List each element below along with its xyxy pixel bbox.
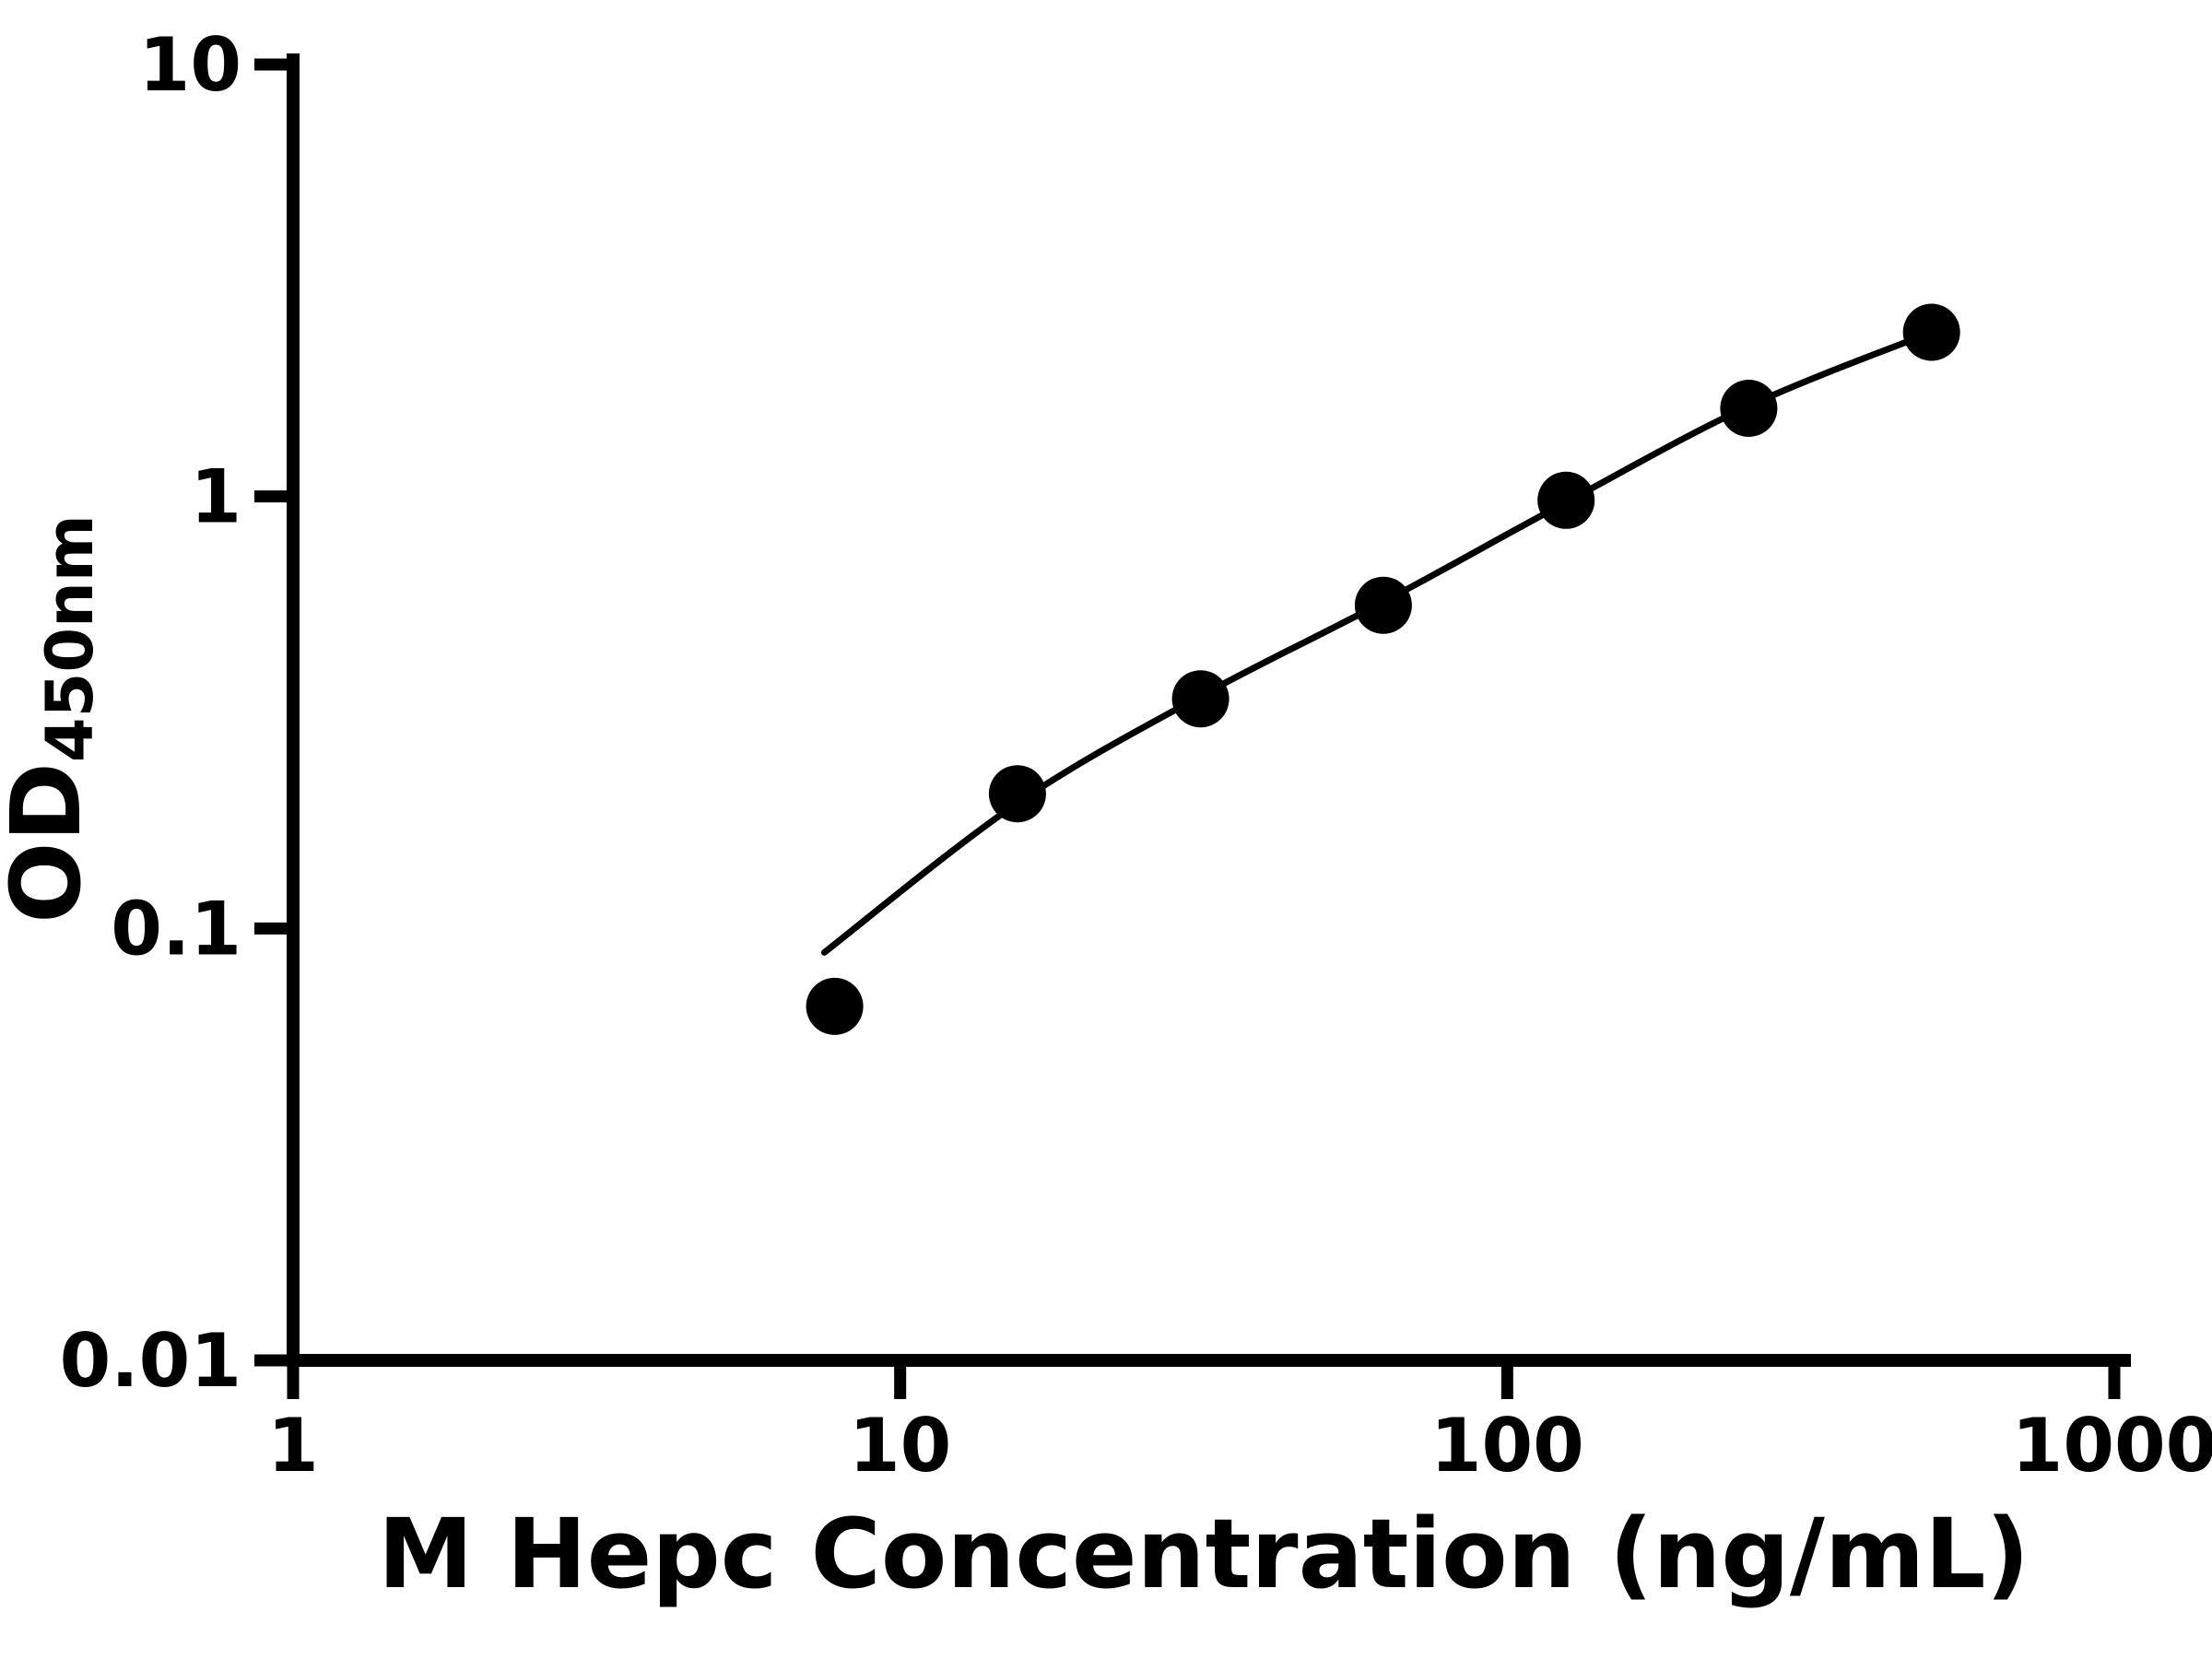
x-tick-label: 100 — [1430, 1403, 1584, 1488]
y-tick-label: 0.1 — [111, 886, 241, 971]
x-tick-label: 1 — [267, 1403, 319, 1488]
data-point — [806, 977, 864, 1035]
y-tick-label: 0.01 — [60, 1318, 241, 1404]
data-point — [1720, 380, 1778, 437]
data-point — [988, 765, 1046, 823]
axes — [287, 53, 2131, 1367]
y-tick-label: 1 — [190, 454, 241, 540]
tick-labels: 1 10 100 1000 10 1 0.1 0.01 — [60, 22, 2212, 1488]
y-axis-label: OD450nm — [0, 514, 108, 924]
y-axis-label-subscript: 450nm — [32, 514, 108, 762]
data-point — [1354, 576, 1412, 634]
data-points — [806, 303, 1960, 1035]
y-tick-label: 10 — [139, 22, 241, 108]
x-tick-label: 1000 — [2012, 1403, 2212, 1488]
y-axis-label-main: OD — [0, 762, 102, 924]
x-tick-label: 10 — [849, 1403, 951, 1488]
data-point — [1537, 471, 1595, 529]
x-axis-label: M Hepc Concentration (ng/mL) — [378, 1498, 2030, 1610]
data-point — [1171, 670, 1230, 728]
tick-marks — [254, 58, 2121, 1399]
data-point — [1902, 303, 1960, 361]
